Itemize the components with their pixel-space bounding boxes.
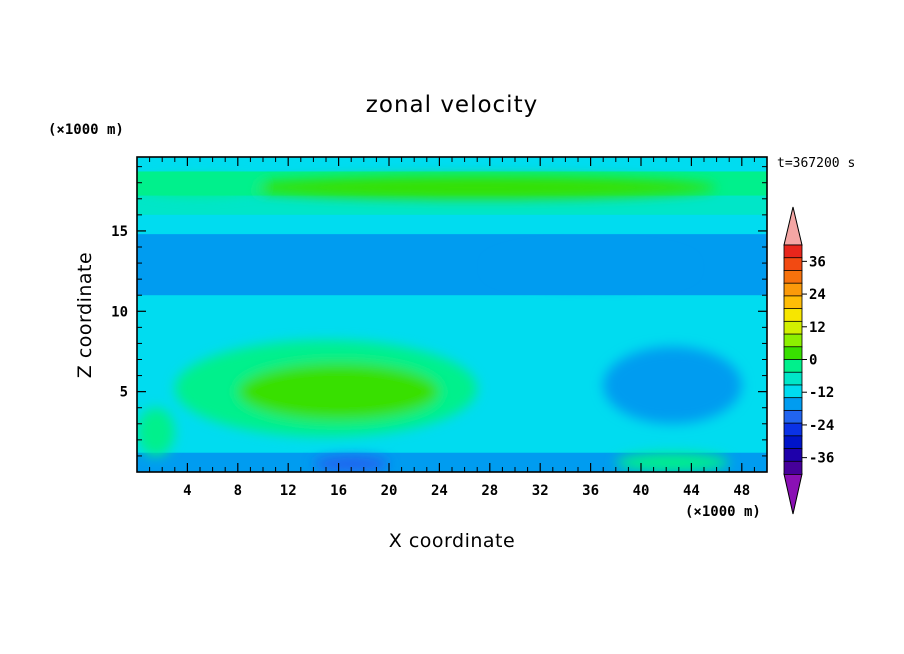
colorbar-swatch [783, 244, 803, 259]
field-band-8 [137, 423, 767, 454]
colorbar-swatch [783, 384, 803, 399]
colorbar-label: -36 [809, 451, 834, 467]
x-axis-ticks: 4 8 12 16 20 24 28 32 36 40 44 48 [149, 157, 755, 499]
y-tick-label: 15 [111, 224, 128, 240]
colorbar-swatch [783, 371, 803, 386]
field-feature-7 [615, 452, 730, 472]
colorbar-swatch [783, 257, 803, 272]
velocity-field [137, 157, 767, 472]
x-tick-label: 40 [633, 483, 650, 499]
colorbar-swatch [783, 359, 803, 374]
x-tick-label: 32 [532, 483, 549, 499]
time-label: t=367200 s [777, 156, 855, 171]
colorbar-label: 12 [809, 320, 826, 336]
x-tick-label: 28 [481, 483, 498, 499]
field-feature-1 [137, 176, 263, 196]
colorbar-swatch [783, 460, 803, 475]
field-feature-6 [137, 407, 175, 456]
colorbar-swatch [783, 397, 803, 412]
field-feature-2 [489, 247, 692, 288]
colorbar-label: 0 [809, 353, 817, 369]
x-tick-label: 48 [733, 483, 750, 499]
x-axis-label: X coordinate [389, 530, 515, 552]
field-band-2 [137, 195, 767, 216]
field-feature-8 [313, 455, 389, 472]
colorbar: 36 24 12 0 -12 -24 -36 [783, 206, 834, 515]
colorbar-label: 36 [809, 254, 826, 270]
field-band-0 [137, 157, 767, 173]
colorbar-under-triangle [783, 473, 803, 515]
colorbar-label: 24 [809, 287, 826, 303]
y-unit-label: (×1000 m) [48, 122, 124, 138]
x-tick-label: 12 [280, 483, 297, 499]
colorbar-swatch [783, 295, 803, 310]
y-axis-label: Z coordinate [74, 252, 96, 378]
x-tick-label: 24 [431, 483, 448, 499]
colorbar-swatch [783, 346, 803, 361]
colorbar-swatch [783, 308, 803, 323]
field-features [137, 176, 742, 472]
y-tick-label: 10 [111, 304, 128, 320]
colorbar-swatch [783, 270, 803, 284]
x-tick-label: 16 [330, 483, 347, 499]
colorbar-swatch [783, 422, 803, 437]
field-feature-4 [237, 362, 440, 421]
y-tick-label: 5 [120, 385, 128, 401]
x-tick-label: 4 [183, 483, 191, 499]
field-band-5 [137, 295, 767, 329]
colorbar-label: -24 [809, 418, 834, 434]
chart-title: zonal velocity [366, 92, 538, 118]
colorbar-swatch [783, 448, 803, 463]
colorbar-swatch [783, 435, 803, 450]
y-axis-ticks: 5 10 15 [111, 166, 767, 457]
colorbar-label: -12 [809, 385, 834, 401]
colorbar-over-triangle [783, 206, 803, 246]
x-tick-label: 44 [683, 483, 700, 499]
colorbar-swatch [783, 333, 803, 348]
field-band-3 [137, 214, 767, 236]
x-tick-label: 8 [234, 483, 242, 499]
x-tick-label: 20 [381, 483, 398, 499]
colorbar-swatch [783, 320, 803, 335]
x-tick-label: 36 [582, 483, 599, 499]
field-feature-0 [237, 176, 717, 199]
field-feature-5 [603, 346, 742, 424]
field-band-9 [137, 452, 767, 472]
colorbar-swatch [783, 409, 803, 424]
colorbar-swatch [783, 282, 803, 297]
x-unit-label: (×1000 m) [685, 504, 761, 520]
